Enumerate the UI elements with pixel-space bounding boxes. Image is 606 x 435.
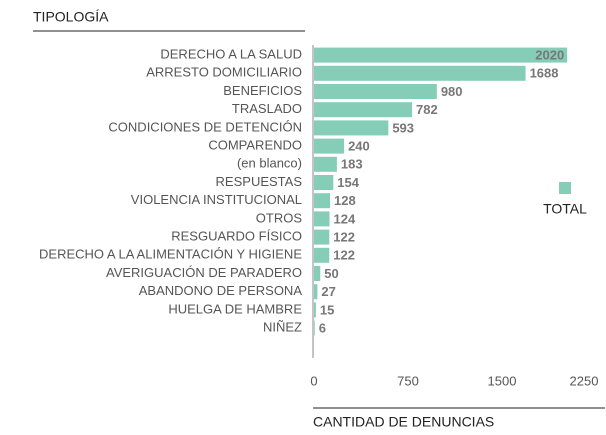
value-label: 782 xyxy=(416,102,438,117)
y-tick-label: OTROS xyxy=(256,210,303,225)
value-label: 122 xyxy=(333,248,355,263)
y-tick-label: AVERIGUACIÓN DE PARADERO xyxy=(106,265,302,280)
y-tick-label: BENEFICIOS xyxy=(223,83,302,98)
value-label: 154 xyxy=(337,175,359,190)
y-tick-label: HUELGA DE HAMBRE xyxy=(168,301,302,316)
bar xyxy=(314,211,330,227)
value-label: 27 xyxy=(321,284,335,299)
bar xyxy=(314,266,321,281)
y-tick-label: DERECHO A LA SALUD xyxy=(160,47,302,62)
bar xyxy=(314,320,315,336)
bar xyxy=(314,247,330,263)
y-tick-label: TRASLADO xyxy=(232,101,302,116)
x-tick-label: 0 xyxy=(310,373,317,388)
bar xyxy=(314,84,437,99)
value-label: 980 xyxy=(441,84,463,99)
chart-title: TIPOLOGÍA xyxy=(33,9,109,25)
x-axis-label: CANTIDAD DE DENUNCIAS xyxy=(313,414,494,430)
bar xyxy=(314,102,413,118)
value-label: 15 xyxy=(320,302,334,317)
legend-label: TOTAL xyxy=(543,201,587,217)
value-label: 2020 xyxy=(535,48,564,63)
y-tick-label: (en blanco) xyxy=(237,156,302,171)
value-label: 1688 xyxy=(530,66,559,81)
y-tick-label: ARRESTO DOMICILIARIO xyxy=(146,65,302,80)
value-label: 240 xyxy=(348,139,370,154)
value-label: 128 xyxy=(334,193,356,208)
bar xyxy=(314,229,330,245)
bar xyxy=(314,175,334,190)
x-tick-label: 1500 xyxy=(488,373,517,388)
bar xyxy=(314,156,337,172)
y-tick-label: COMPARENDO xyxy=(208,138,302,153)
bar xyxy=(314,65,526,81)
value-label: 122 xyxy=(333,230,355,245)
bar xyxy=(314,120,389,136)
bar xyxy=(314,302,316,318)
x-tick-label: 2250 xyxy=(570,373,599,388)
value-label: 593 xyxy=(392,120,414,135)
legend-swatch xyxy=(559,182,571,194)
y-tick-label: VIOLENCIA INSTITUCIONAL xyxy=(131,192,302,207)
value-label: 6 xyxy=(319,321,326,336)
bar xyxy=(314,284,318,300)
bar xyxy=(314,138,345,154)
bar xyxy=(314,193,331,209)
bar xyxy=(314,47,568,63)
y-tick-label: RESGUARDO FÍSICO xyxy=(171,229,302,244)
y-tick-label: RESPUESTAS xyxy=(216,174,303,189)
y-tick-label: NIÑEZ xyxy=(263,320,302,335)
value-label: 183 xyxy=(341,157,363,172)
x-tick-label: 750 xyxy=(397,373,419,388)
y-tick-label: DERECHO A LA ALIMENTACIÓN Y HIGIENE xyxy=(39,247,302,262)
value-label: 124 xyxy=(334,211,356,226)
y-tick-label: CONDICIONES DE DETENCIÓN xyxy=(108,119,302,134)
y-tick-label: ABANDONO DE PERSONA xyxy=(139,283,303,298)
value-label: 50 xyxy=(324,266,338,281)
